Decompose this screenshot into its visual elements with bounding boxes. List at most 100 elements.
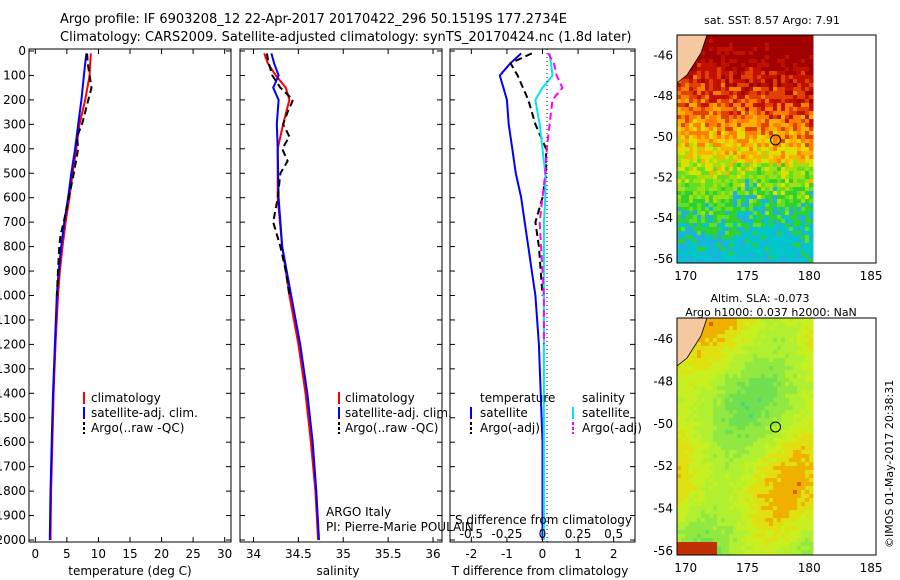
map-cell [789,506,794,511]
map-cell [685,394,690,399]
map-cell [753,454,758,459]
map-cell [733,462,738,467]
map-cell [737,470,742,475]
map-cell [749,183,754,188]
map-cell [797,394,802,399]
map-cell [681,155,686,160]
map-cell [685,191,690,196]
map-cell [717,183,722,188]
map-cell [753,131,758,136]
map-cell [745,147,750,152]
map-cell [689,187,694,192]
map-cell [681,195,686,200]
map-cell [745,139,750,144]
map-cell [705,458,710,463]
map-cell [801,374,806,379]
map-cell [717,346,722,351]
map-cell [713,470,718,475]
map-cell [745,402,750,407]
map-cell [709,498,714,503]
map-cell [757,378,762,383]
map-cell [793,410,798,415]
map-cell [721,462,726,467]
map-cell [809,103,814,108]
map-cell [705,502,710,507]
map-cell [713,330,718,335]
map-cell [721,123,726,128]
map-cell [765,79,770,84]
legend-title-salinity: salinity [582,391,625,405]
map-cell [789,458,794,463]
map-cell [709,522,714,527]
map-cell [769,526,774,531]
map-cell [773,59,778,64]
map-cell [777,55,782,60]
map-cell [729,386,734,391]
map-cell [693,458,698,463]
map-cell [709,215,714,220]
map-cell [713,434,718,439]
map-cell [785,486,790,491]
map-cell [713,211,718,216]
map-cell [773,478,778,483]
sst-map [677,35,876,263]
map-cell [701,514,706,519]
map-cell [793,334,798,339]
map-cell [781,450,786,455]
map-cell [773,394,778,399]
map-cell [753,478,758,483]
map-cell [721,402,726,407]
map-cell [777,191,782,196]
map-cell [693,79,698,84]
map-cell [797,107,802,112]
map-cell [781,474,786,479]
map-cell [809,79,814,84]
map-cell [801,215,806,220]
map-cell [697,370,702,375]
map-cell [693,83,698,88]
map-cell [781,338,786,343]
map-cell [741,59,746,64]
map-cell [769,342,774,347]
map-cell [777,71,782,76]
map-cell [777,482,782,487]
map-cell [789,518,794,523]
map-cell [689,243,694,248]
map-cell [761,75,766,80]
map-cell [737,135,742,140]
map-cell [705,155,710,160]
map-cell [701,518,706,523]
map-cell [769,418,774,423]
map-cell [689,386,694,391]
map-cell [713,191,718,196]
map-cell [761,83,766,88]
map-cell [749,219,754,224]
map-cell [717,239,722,244]
map-cell [805,199,810,204]
map-cell [745,446,750,451]
map-cell [793,51,798,56]
map-cell [717,366,722,371]
map-cell [777,402,782,407]
map-cell [805,55,810,60]
map-cell [741,187,746,192]
map-cell [697,127,702,132]
map-cell [797,259,802,263]
map-cell [785,155,790,160]
map-cell [781,442,786,447]
map-cell [697,502,702,507]
map-cell [713,115,718,120]
map-cell [773,147,778,152]
map-cell [705,522,710,527]
map-cell [705,382,710,387]
map-cell [793,538,798,543]
map-cell [785,334,790,339]
map-cell [693,163,698,168]
map-cell [713,526,718,531]
map-cell [697,191,702,196]
map-cell [769,87,774,92]
map-cell [809,482,814,487]
map-cell [701,390,706,395]
map-cell [801,67,806,72]
map-cell [681,542,686,547]
